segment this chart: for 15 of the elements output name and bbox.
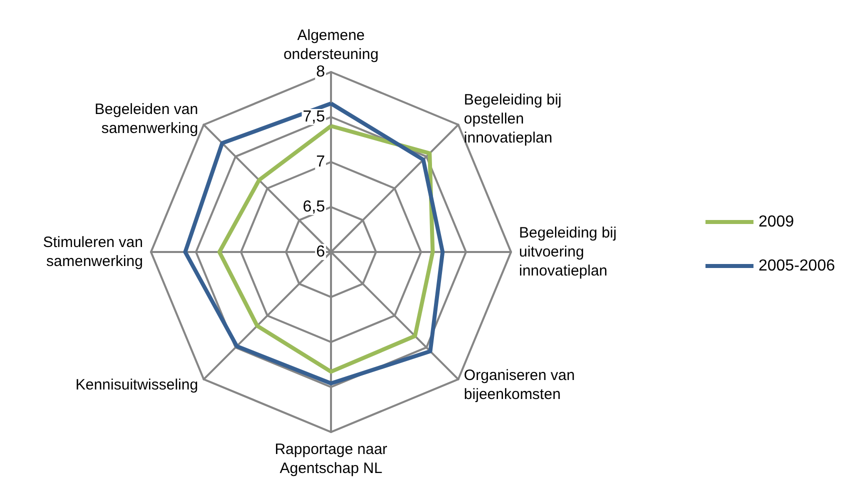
y-tick-label: 6,5 (302, 198, 326, 216)
spoke-label: Algemene ondersteuning (283, 27, 379, 63)
spoke-label: Begeleiden van samenwerking (94, 101, 198, 138)
y-tick-label: 7 (316, 154, 326, 170)
y-tick-label: 6 (316, 244, 326, 260)
y-tick-label: 7,5 (302, 108, 326, 126)
spoke-label: Organiseren van bijeenkomsten (464, 366, 575, 403)
legend-label: 2009 (758, 214, 794, 230)
spoke-label: Kennisuitwisseling (75, 376, 198, 394)
spoke-label: Stimuleren van samenwerking (42, 234, 143, 270)
spoke-label: Begeleiding bij uitvoering innovatieplan (519, 224, 617, 280)
legend-label: 2005-2006 (758, 258, 836, 274)
spoke-label: Rapportage naar Agentschap NL (274, 441, 388, 477)
spoke-label: Begeleiding bij opstellen innovatieplan (464, 92, 562, 147)
y-tick-label: 8 (316, 64, 326, 80)
